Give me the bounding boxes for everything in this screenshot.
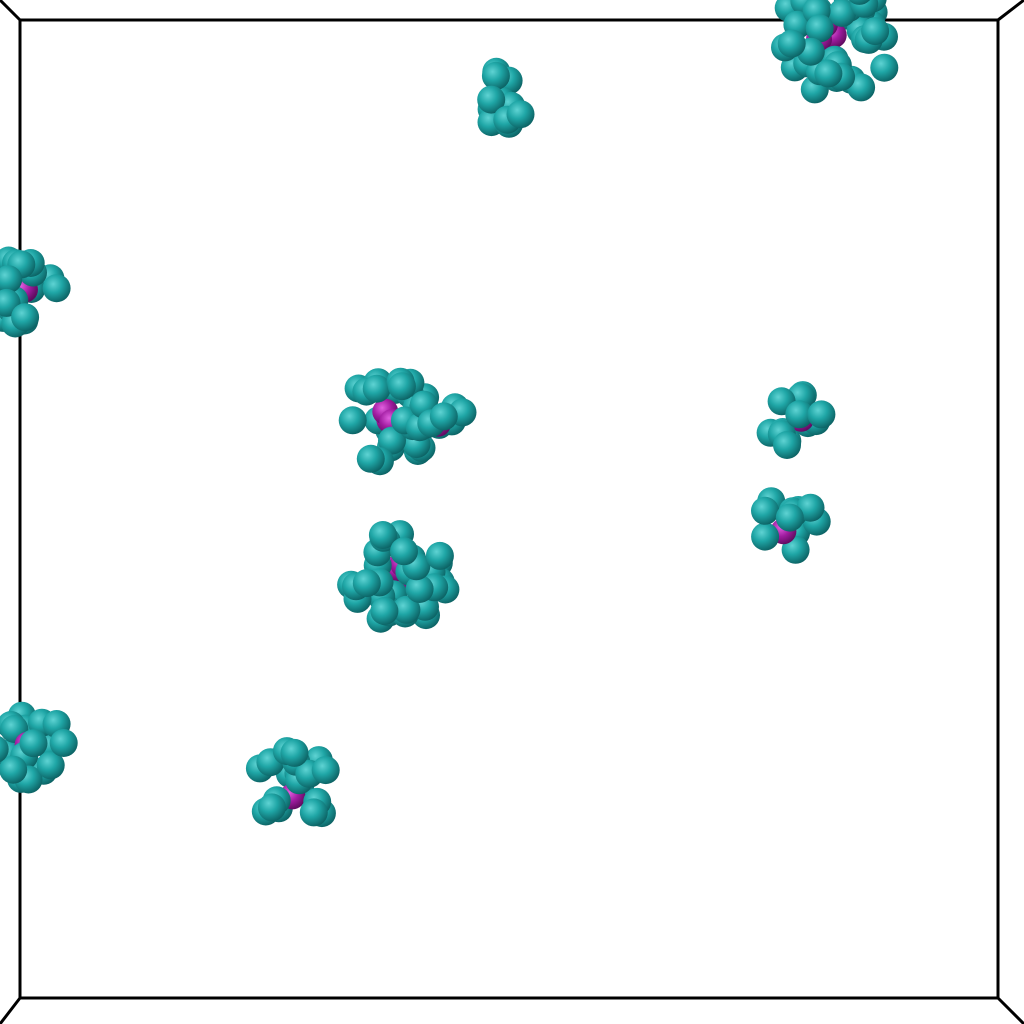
solvent-atom xyxy=(362,374,391,403)
solvent-atom xyxy=(352,569,381,598)
solvent-atom xyxy=(751,522,780,551)
solvent-atom xyxy=(775,503,804,532)
solvent-atom xyxy=(425,541,454,570)
solvent-atom xyxy=(280,738,309,767)
solvent-atom xyxy=(0,755,28,784)
solvent-atom xyxy=(848,0,871,5)
box-edge-top-left xyxy=(0,0,22,22)
solvent-atom xyxy=(11,303,40,332)
solvent-atom xyxy=(429,402,458,431)
solvent-atom xyxy=(828,0,857,27)
solvent-atom xyxy=(257,793,286,822)
solvent-atom xyxy=(805,14,834,43)
cluster-bottom-left xyxy=(245,737,340,828)
solvent-atom xyxy=(814,59,843,88)
solvent-atom xyxy=(338,406,367,435)
solvent-atom xyxy=(370,597,399,625)
box-edge-top-right xyxy=(997,0,1024,22)
solvent-atom xyxy=(477,85,506,114)
solvent-atom xyxy=(0,265,23,294)
cluster-center-upper-right xyxy=(405,390,477,442)
cluster-top-right xyxy=(771,0,899,104)
atom-clusters xyxy=(0,0,899,828)
solvent-atom xyxy=(311,756,340,785)
solvent-atom xyxy=(36,751,65,780)
cluster-top-center xyxy=(477,57,535,138)
solvent-atom xyxy=(807,400,836,429)
solvent-atom xyxy=(785,400,814,429)
solvent-atom xyxy=(405,575,434,603)
solvent-atom xyxy=(796,493,825,522)
solvent-atom xyxy=(299,798,328,827)
solvent-atom xyxy=(387,372,416,401)
solvent-atom xyxy=(390,537,418,566)
solvent-atom xyxy=(861,17,890,46)
cluster-left-lower xyxy=(0,701,78,794)
solvent-atom xyxy=(19,729,48,758)
solvent-atom xyxy=(356,444,385,473)
solvent-atom xyxy=(392,595,421,624)
solvent-atom xyxy=(777,29,806,58)
cluster-center-lower xyxy=(337,520,460,633)
box-edge-bottom-right xyxy=(996,996,1024,1024)
solvent-atom xyxy=(378,426,406,455)
cluster-right-upper xyxy=(756,381,836,459)
solvent-atom xyxy=(481,61,510,90)
cluster-left-upper xyxy=(0,246,71,338)
solvent-atom xyxy=(0,736,9,763)
box-edge-bottom-left xyxy=(0,997,22,1024)
solvent-atom xyxy=(49,729,78,757)
solvent-atom xyxy=(773,431,801,459)
solvent-atom xyxy=(42,274,71,303)
solvent-atom xyxy=(506,100,535,129)
cluster-center-upper-left xyxy=(338,367,446,476)
solvent-atom xyxy=(870,53,899,82)
solvent-atom xyxy=(368,521,397,549)
cluster-right-lower xyxy=(751,487,831,564)
solvent-atom xyxy=(751,496,779,525)
box-front-face xyxy=(18,18,1000,1000)
